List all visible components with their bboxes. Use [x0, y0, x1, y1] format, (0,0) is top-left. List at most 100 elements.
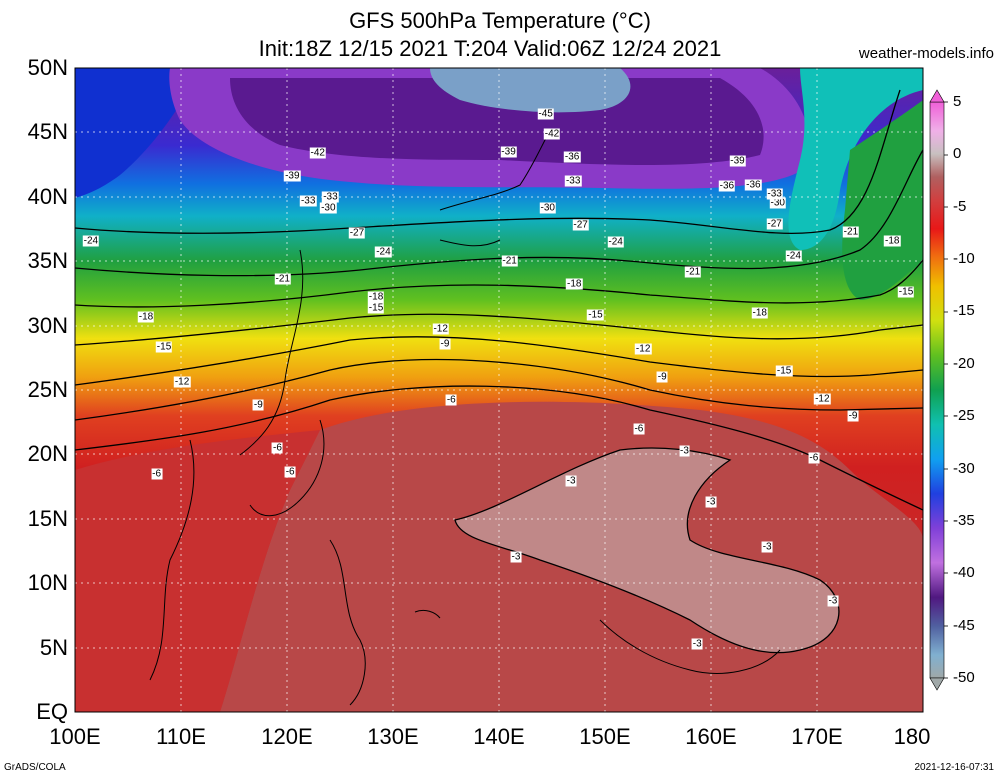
contour-label: -18 [367, 291, 385, 303]
lon-label: 140E [473, 724, 525, 749]
contour-label: -30 [539, 202, 556, 214]
contour-label: -9 [252, 399, 264, 411]
colorbar-label: 0 [953, 145, 962, 163]
lon-label: 100E [49, 724, 101, 749]
chart-title: GFS 500hPa Temperature (°C) [349, 8, 651, 33]
colorbar-label: 5 [953, 93, 962, 110]
lat-label: 5N [39, 634, 68, 660]
colorbar-ticks [944, 101, 948, 679]
contour-label: -39 [284, 170, 301, 182]
lon-label: 110E [156, 724, 206, 749]
lon-label: 150E [579, 724, 631, 749]
contour-label: -3 [691, 638, 703, 650]
contour-label: -27 [572, 219, 589, 231]
colorbar-label: -40 [953, 564, 975, 582]
minus3-region [455, 448, 839, 653]
contour-label: -3 [565, 475, 577, 487]
contour-label: -15 [587, 309, 604, 321]
contour-label: -3 [827, 595, 839, 607]
contour-label: -12 [634, 343, 652, 355]
colorbar-label: -10 [953, 250, 975, 268]
contour-label: -18 [137, 311, 155, 323]
coastlines [149, 129, 781, 706]
contour-label: -24 [785, 250, 802, 262]
colorbar-bottom-arrow [929, 677, 945, 691]
contour-label: -30 [769, 197, 786, 209]
colorbar-label: -30 [953, 459, 975, 477]
lat-label: 40N [27, 183, 68, 209]
cyan-tongue-east [788, 68, 923, 250]
contour-label: -6 [445, 394, 457, 406]
contour-label: -15 [775, 365, 793, 377]
colorbar-label: -5 [953, 197, 967, 215]
cold-region-west [75, 68, 200, 198]
contour-label: -12 [814, 393, 831, 405]
contour-label: -18 [884, 235, 901, 247]
contour-label: -27 [766, 218, 783, 230]
contour-label: -3 [761, 541, 773, 553]
contour-label: -36 [745, 179, 762, 191]
contour-label: -6 [272, 442, 283, 454]
contour-label: -45 [537, 108, 554, 120]
colorbar-label: -45 [953, 616, 975, 634]
contour-label: -15 [155, 341, 173, 353]
cold-pool-core [430, 68, 631, 113]
lat-label: 25N [27, 377, 68, 402]
chart-subtitle: Init:18Z 12/15 2021 T:204 Valid:06Z 12/2… [258, 36, 722, 61]
lat-label: 10N [27, 570, 68, 596]
contour-label: -6 [633, 423, 645, 435]
contour-label: -12 [432, 323, 449, 335]
contour-label: -3 [705, 496, 717, 508]
contour-label: -27 [348, 227, 366, 239]
lat-label: EQ [36, 699, 68, 724]
contour-label: -6 [151, 468, 163, 480]
software-credit: GrADS/COLA [4, 762, 66, 773]
contour-label: -33 [766, 188, 783, 200]
lon-label: 130E [367, 724, 419, 749]
contour-label: -39 [500, 146, 517, 158]
map-frame [74, 67, 924, 713]
contour-label: -42 [309, 147, 326, 159]
colorbar-top-arrow [929, 89, 945, 103]
contour-label: -24 [375, 246, 392, 258]
colorbar-label: -25 [953, 407, 975, 425]
contour-label: -36 [563, 151, 581, 163]
contour-label: -21 [274, 273, 291, 285]
contour-label: -9 [847, 410, 859, 422]
contour-label: -9 [439, 338, 451, 350]
lat-label: 30N [27, 312, 68, 338]
warm-core-west [75, 430, 320, 712]
lat-label: 20N [27, 441, 68, 467]
contour-label: -15 [897, 286, 915, 298]
lon-label: 170E [791, 724, 843, 749]
contour-label: -33 [322, 191, 339, 203]
lon-label: 160E [685, 724, 737, 749]
contour-label: -3 [510, 551, 522, 563]
contour-label: -18 [566, 278, 583, 290]
contour-label: -12 [173, 376, 191, 388]
contour-label: -21 [684, 266, 702, 277]
lon-label: 120E [261, 724, 313, 749]
contour-label: -15 [367, 302, 385, 314]
cold-pool-dark [230, 78, 764, 165]
colorbar-label: -35 [953, 511, 975, 529]
contour-label: -6 [808, 452, 820, 464]
lat-label: 45N [27, 119, 68, 145]
lat-label: 15N [27, 505, 68, 531]
contour-label: -21 [501, 255, 518, 267]
lat-label: 50N [27, 55, 68, 80]
colorbar-label: -15 [953, 302, 975, 320]
colorbar-label: -50 [953, 669, 975, 686]
contour-label: -33 [564, 175, 582, 187]
contour-label: -6 [284, 466, 296, 478]
contour-label: -24 [607, 236, 624, 248]
colorbar-label: -20 [953, 354, 975, 372]
site-credit: weather-models.info [858, 45, 994, 62]
contour-label: -21 [842, 226, 860, 238]
lat-label: 35N [27, 248, 68, 274]
contour-label: -3 [679, 445, 690, 457]
contour-label: -36 [718, 180, 736, 192]
contour-label: -39 [729, 155, 746, 167]
contour-label: -33 [299, 195, 317, 207]
